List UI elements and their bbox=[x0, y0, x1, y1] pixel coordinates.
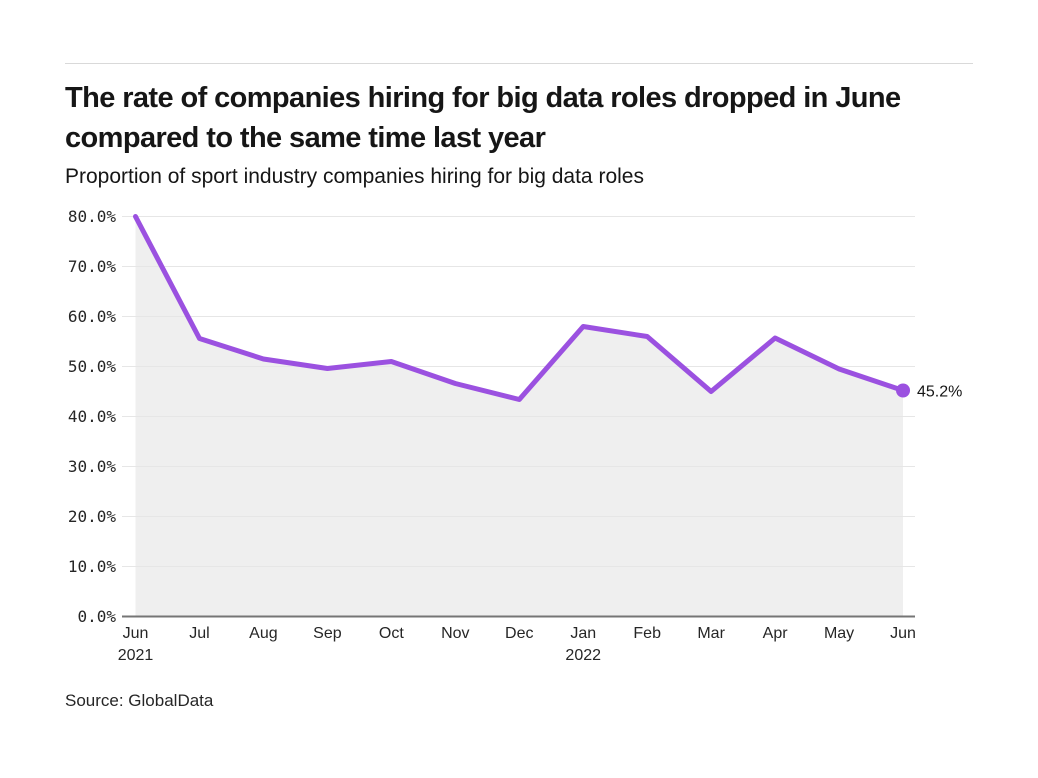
y-axis-tick-label: 30.0% bbox=[68, 457, 117, 476]
chart-title: The rate of companies hiring for big dat… bbox=[65, 82, 901, 154]
x-axis-tick-label: Feb bbox=[633, 625, 661, 642]
y-axis-tick-label: 0.0% bbox=[77, 607, 116, 626]
x-axis-tick-label: Nov bbox=[441, 625, 469, 642]
x-axis-tick-label: Sep bbox=[313, 625, 342, 642]
x-axis-year-label: 2021 bbox=[118, 647, 154, 664]
x-axis-tick-label: Apr bbox=[763, 625, 789, 642]
last-value-label: 45.2% bbox=[917, 384, 962, 401]
x-axis-tick-label: Jul bbox=[189, 625, 209, 642]
line-chart: 80.0% 70.0% 60.0% 50.0% 40.0% 30.0% 20.0% 10.0%… bbox=[68, 207, 963, 664]
y-axis-tick-label: 10.0% bbox=[68, 557, 117, 576]
y-axis-tick-label: 40.0% bbox=[68, 407, 117, 426]
x-axis-tick-label: May bbox=[824, 625, 854, 642]
x-axis-tick-label: Oct bbox=[379, 625, 404, 642]
x-axis-year-label: 2022 bbox=[565, 647, 601, 664]
y-axis-tick-label: 50.0% bbox=[68, 357, 117, 376]
y-axis-tick-label: 20.0% bbox=[68, 507, 117, 526]
last-point-marker bbox=[896, 383, 911, 398]
y-axis-tick-label: 70.0% bbox=[68, 257, 117, 276]
x-axis-tick-label: Jan bbox=[570, 625, 596, 642]
source-note: Source: GlobalData bbox=[65, 691, 214, 710]
series-line bbox=[133, 214, 906, 402]
x-axis-tick-label: Mar bbox=[697, 625, 725, 642]
x-axis-tick-label: Aug bbox=[249, 625, 277, 642]
x-axis-tick-label: Dec bbox=[505, 625, 533, 642]
top-divider bbox=[65, 63, 973, 64]
y-axis-tick-label: 80.0% bbox=[68, 207, 117, 226]
y-axis-tick-label: 60.0% bbox=[68, 307, 117, 326]
chart-subtitle: Proportion of sport industry companies h… bbox=[65, 165, 644, 188]
x-axis-tick-label: Jun bbox=[890, 625, 916, 642]
x-axis-tick-label: Jun bbox=[123, 625, 149, 642]
